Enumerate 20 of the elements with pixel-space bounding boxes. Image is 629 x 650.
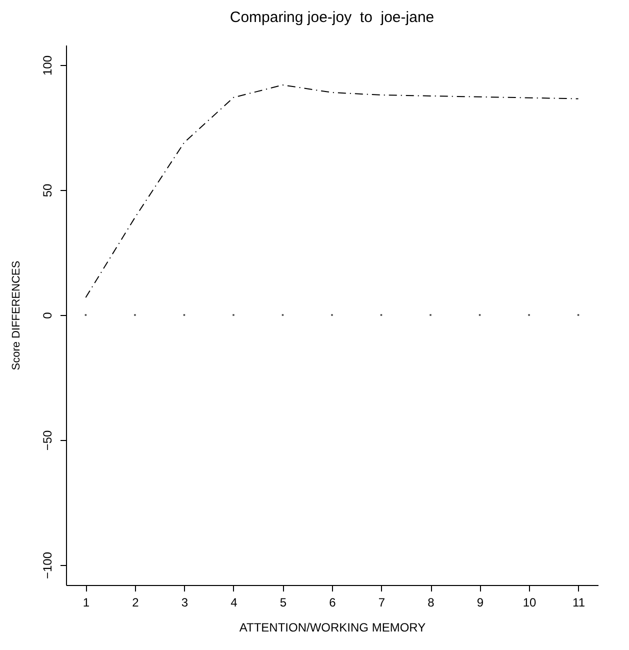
y-tick-label: 0	[40, 312, 54, 319]
x-tick-label: 1	[82, 596, 90, 610]
line-series	[85, 84, 579, 298]
x-tick-label: 10	[522, 596, 537, 610]
x-tick-label: 4	[230, 596, 238, 610]
y-tick-label: 50	[40, 184, 54, 198]
x-tick-label: 7	[378, 596, 386, 610]
x-tick-label: 2	[132, 596, 140, 610]
x-tick-label: 8	[428, 596, 435, 610]
y-tick-label: −100	[40, 552, 54, 580]
y-axis-title: Score DIFFERENCES	[10, 260, 22, 370]
x-tick-label: 3	[181, 596, 188, 610]
x-axis-title: ATTENTION/WORKING MEMORY	[239, 620, 426, 634]
chart-title: Comparing joe-joy to joe-jane	[230, 9, 434, 26]
x-tick-label: 6	[329, 596, 336, 610]
y-tick-label: 100	[40, 55, 54, 76]
x-tick-label: 11	[572, 596, 586, 610]
x-tick-label: 9	[476, 596, 484, 610]
x-tick-label: 5	[280, 596, 287, 610]
y-tick-label: −50	[40, 430, 54, 451]
